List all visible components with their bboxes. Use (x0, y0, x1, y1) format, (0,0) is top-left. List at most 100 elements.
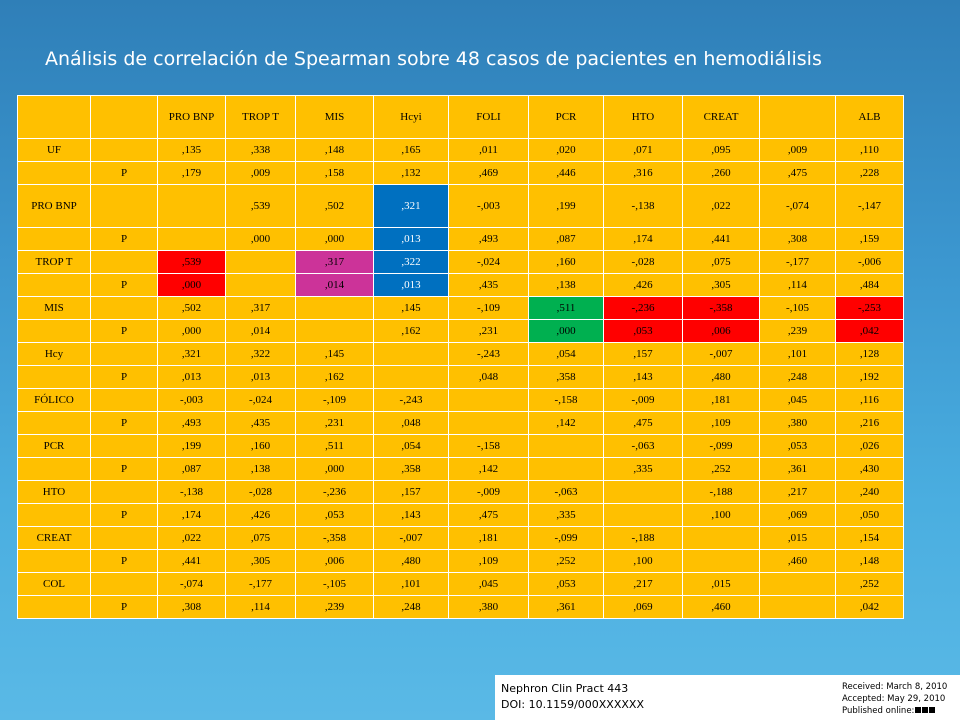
table-cell: ,511 (528, 296, 604, 320)
received-date: Received: March 8, 2010 (842, 682, 948, 692)
redacted-block-icon (929, 707, 936, 713)
header-cell: TROP T (225, 95, 296, 139)
table-row-p: P ,179,009,158,132,469,446,316,260,475,22… (17, 161, 904, 185)
slide-title: Análisis de correlación de Spearman sobr… (45, 48, 822, 70)
table-cell: ,042 (835, 319, 904, 343)
table-cell: ,460 (759, 549, 836, 573)
table-cell: ,480 (682, 365, 760, 389)
table-cell (528, 457, 604, 481)
table-cell: -,074 (759, 184, 836, 228)
table-cell: ,053 (528, 572, 604, 596)
table-cell: ,138 (225, 457, 296, 481)
table-cell: ,114 (225, 595, 296, 619)
table-cell: ,174 (157, 503, 226, 527)
table-cell (759, 572, 836, 596)
table-cell: ,143 (373, 503, 449, 527)
table-cell: ,484 (835, 273, 904, 297)
table-row-p: P ,308,114,239,248,380,361,069,460 ,042 (17, 595, 904, 619)
table-cell: ,358 (373, 457, 449, 481)
table-cell: ,217 (603, 572, 683, 596)
table-cell: -,243 (373, 388, 449, 412)
published-label: Published online: (842, 706, 915, 716)
table-cell: ,022 (682, 184, 760, 228)
table-cell: ,114 (759, 273, 836, 297)
row-label: PCR (17, 434, 91, 458)
row-sublabel: P (90, 161, 158, 185)
table-cell (157, 184, 226, 228)
table-row: HTO -,138 -,028 -,236,157 -,009 -,063 -,188,21… (17, 480, 904, 504)
row-label (17, 227, 91, 251)
table-cell: -,009 (448, 480, 529, 504)
table-cell: ,179 (157, 161, 226, 185)
table-cell: ,308 (157, 595, 226, 619)
row-sublabel: P (90, 595, 158, 619)
table-cell: ,228 (835, 161, 904, 185)
table-row-p: P ,087,138,000,358,142 ,335,252,361,430 (17, 457, 904, 481)
redacted-block-icon (915, 707, 922, 713)
table-cell: ,022 (157, 526, 226, 550)
table-cell: ,000 (157, 319, 226, 343)
table-row: UF ,135,338,148,165,011,020,071,095,009,1… (17, 138, 904, 162)
table-cell: -,105 (295, 572, 374, 596)
row-label: UF (17, 138, 91, 162)
table-cell: ,100 (682, 503, 760, 527)
table-cell: ,216 (835, 411, 904, 435)
table-cell: -,109 (295, 388, 374, 412)
table-cell: -,236 (295, 480, 374, 504)
table-cell: ,252 (528, 549, 604, 573)
table-cell: ,142 (448, 457, 529, 481)
table-cell: -,158 (448, 434, 529, 458)
table-cell: ,435 (448, 273, 529, 297)
table-cell: -,147 (835, 184, 904, 228)
table-cell: -,007 (373, 526, 449, 550)
table-cell: ,069 (759, 503, 836, 527)
table-cell: ,248 (759, 365, 836, 389)
table-cell: ,071 (603, 138, 683, 162)
table-row-p: P ,013,013,162,048,358,143,480,248,192 (17, 365, 904, 389)
header-cell: HTO (603, 95, 683, 139)
table-cell: ,539 (157, 250, 226, 274)
table-cell: -,358 (682, 296, 760, 320)
table-cell: ,053 (603, 319, 683, 343)
table-row: CREAT ,022,075 -,358 -,007,181 -,099 -,188 ,01… (17, 526, 904, 550)
table-cell: -,188 (603, 526, 683, 550)
table-cell: ,199 (528, 184, 604, 228)
table-cell: ,160 (528, 250, 604, 274)
row-sublabel: P (90, 503, 158, 527)
row-sublabel (90, 342, 158, 366)
table-row-p: P ,493,435,231,048 ,142,475,109,380,216 (17, 411, 904, 435)
table-cell: ,162 (295, 365, 374, 389)
table-cell: ,231 (448, 319, 529, 343)
row-sublabel: P (90, 457, 158, 481)
table-cell (373, 342, 449, 366)
citation-box: Nephron Clin Pract 443 DOI: 10.1159/000X… (495, 675, 960, 720)
journal-name: Nephron Clin Pract 443 (501, 682, 629, 695)
table-cell (448, 411, 529, 435)
table-cell: ,116 (835, 388, 904, 412)
table-cell: ,239 (295, 595, 374, 619)
table-cell: ,321 (373, 184, 449, 228)
table-cell: ,015 (682, 572, 760, 596)
table-cell: ,174 (603, 227, 683, 251)
table-cell: ,048 (373, 411, 449, 435)
table-cell: ,109 (448, 549, 529, 573)
table-cell: -,177 (225, 572, 296, 596)
table-cell: -,074 (157, 572, 226, 596)
table-cell: ,252 (682, 457, 760, 481)
row-sublabel (90, 184, 158, 228)
table-cell: -,099 (682, 434, 760, 458)
table-cell: ,502 (295, 184, 374, 228)
table-cell: ,000 (528, 319, 604, 343)
table-cell: ,317 (295, 250, 374, 274)
table-cell: -,177 (759, 250, 836, 274)
row-sublabel: P (90, 365, 158, 389)
correlation-table: PRO BNP TROP T MIS Hcyi FOLI PCR HTO CRE… (17, 95, 904, 619)
table-cell: ,145 (295, 342, 374, 366)
table-cell: ,006 (295, 549, 374, 573)
table-cell (448, 388, 529, 412)
table-cell: ,493 (448, 227, 529, 251)
table-row: PRO BNP ,539,502,321 -,003,199 -,138,022 -,0… (17, 184, 904, 228)
table-cell: ,075 (682, 250, 760, 274)
table-cell: -,138 (603, 184, 683, 228)
row-sublabel: P (90, 273, 158, 297)
